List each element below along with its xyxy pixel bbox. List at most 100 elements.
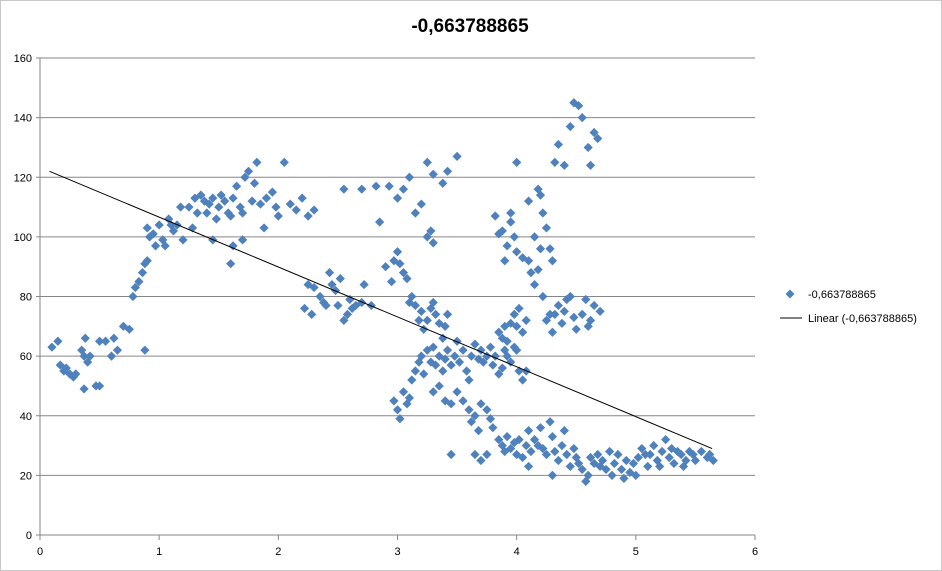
data-point: [605, 446, 615, 457]
data-point: [446, 449, 456, 460]
data-point: [267, 187, 277, 197]
data-point: [339, 184, 349, 194]
data-point: [523, 196, 534, 206]
data-point: [128, 291, 138, 302]
data-point: [476, 345, 486, 355]
data-point: [666, 443, 677, 454]
data-point: [446, 399, 456, 409]
data-point: [140, 345, 150, 355]
data-point: [535, 190, 546, 200]
data-point: [431, 360, 441, 370]
data-point: [609, 458, 619, 469]
data-point: [85, 351, 95, 361]
data-point: [142, 223, 152, 233]
data-point: [402, 274, 412, 284]
data-point: [192, 208, 202, 218]
data-point: [547, 432, 558, 442]
data-point: [571, 324, 581, 334]
data-point: [204, 199, 214, 209]
data-point: [333, 300, 343, 311]
data-point: [500, 321, 510, 331]
data-point: [458, 396, 468, 406]
data-point: [442, 309, 453, 319]
data-point: [184, 202, 194, 212]
data-point: [214, 202, 224, 212]
data-point: [565, 291, 575, 302]
legend-marker-series: [785, 289, 795, 299]
data-point: [621, 455, 631, 466]
data-point: [476, 455, 486, 466]
data-point: [335, 274, 345, 284]
data-point: [482, 405, 492, 415]
data-point: [404, 297, 415, 308]
data-point: [514, 366, 524, 376]
data-point: [389, 256, 399, 266]
data-point: [226, 259, 236, 269]
data-point: [211, 214, 221, 224]
data-point: [351, 300, 361, 311]
data-point: [142, 256, 152, 266]
data-point: [506, 217, 516, 227]
data-point: [440, 354, 450, 364]
data-point: [94, 336, 105, 346]
data-point: [446, 360, 456, 370]
data-point: [384, 181, 394, 191]
data-point: [547, 327, 558, 337]
data-point: [327, 279, 337, 290]
data-point: [324, 268, 335, 278]
data-point: [565, 121, 575, 132]
data-point: [359, 279, 369, 290]
data-point: [83, 357, 93, 367]
data-point: [502, 351, 512, 361]
data-point: [523, 426, 534, 436]
data-point: [643, 461, 653, 472]
chart-title: -0,663788865: [411, 16, 529, 37]
data-point: [562, 449, 572, 460]
data-point: [259, 223, 269, 233]
trendline-layer: [49, 170, 713, 450]
data-point: [226, 211, 236, 221]
data-point: [392, 247, 403, 257]
data-point: [553, 300, 563, 311]
data-point: [526, 446, 536, 457]
data-point: [538, 291, 548, 302]
data-point: [538, 208, 548, 218]
legend: -0,663788865 Linear (-0,663788865): [780, 289, 917, 325]
data-point: [309, 282, 319, 293]
data-point: [553, 139, 563, 150]
data-point: [502, 241, 512, 251]
data-point: [112, 345, 123, 355]
data-point: [545, 244, 555, 254]
data-point: [601, 464, 611, 475]
data-point: [565, 461, 575, 472]
data-point: [553, 455, 563, 466]
data-point: [494, 327, 504, 337]
data-point: [134, 276, 144, 287]
data-point: [574, 101, 584, 111]
data-point: [523, 256, 534, 266]
data-point: [577, 309, 587, 319]
x-tick-label: 6: [752, 546, 758, 558]
data-point: [389, 396, 399, 406]
data-point: [309, 205, 319, 215]
data-point: [470, 449, 480, 460]
data-point: [518, 452, 528, 463]
data-point: [645, 449, 655, 460]
data-point: [202, 208, 212, 218]
data-point: [478, 357, 488, 367]
data-point: [533, 184, 543, 194]
data-point: [342, 309, 353, 319]
data-point: [518, 375, 528, 385]
data-point: [321, 300, 331, 311]
data-point: [386, 276, 397, 287]
x-tick-label: 1: [156, 546, 162, 558]
data-point: [431, 309, 441, 319]
data-point: [428, 297, 438, 308]
data-point: [512, 157, 522, 167]
data-point: [585, 452, 596, 463]
data-point: [529, 279, 540, 290]
data-point: [196, 190, 206, 200]
data-point: [535, 244, 546, 254]
data-point: [512, 449, 522, 460]
data-point: [414, 357, 424, 367]
